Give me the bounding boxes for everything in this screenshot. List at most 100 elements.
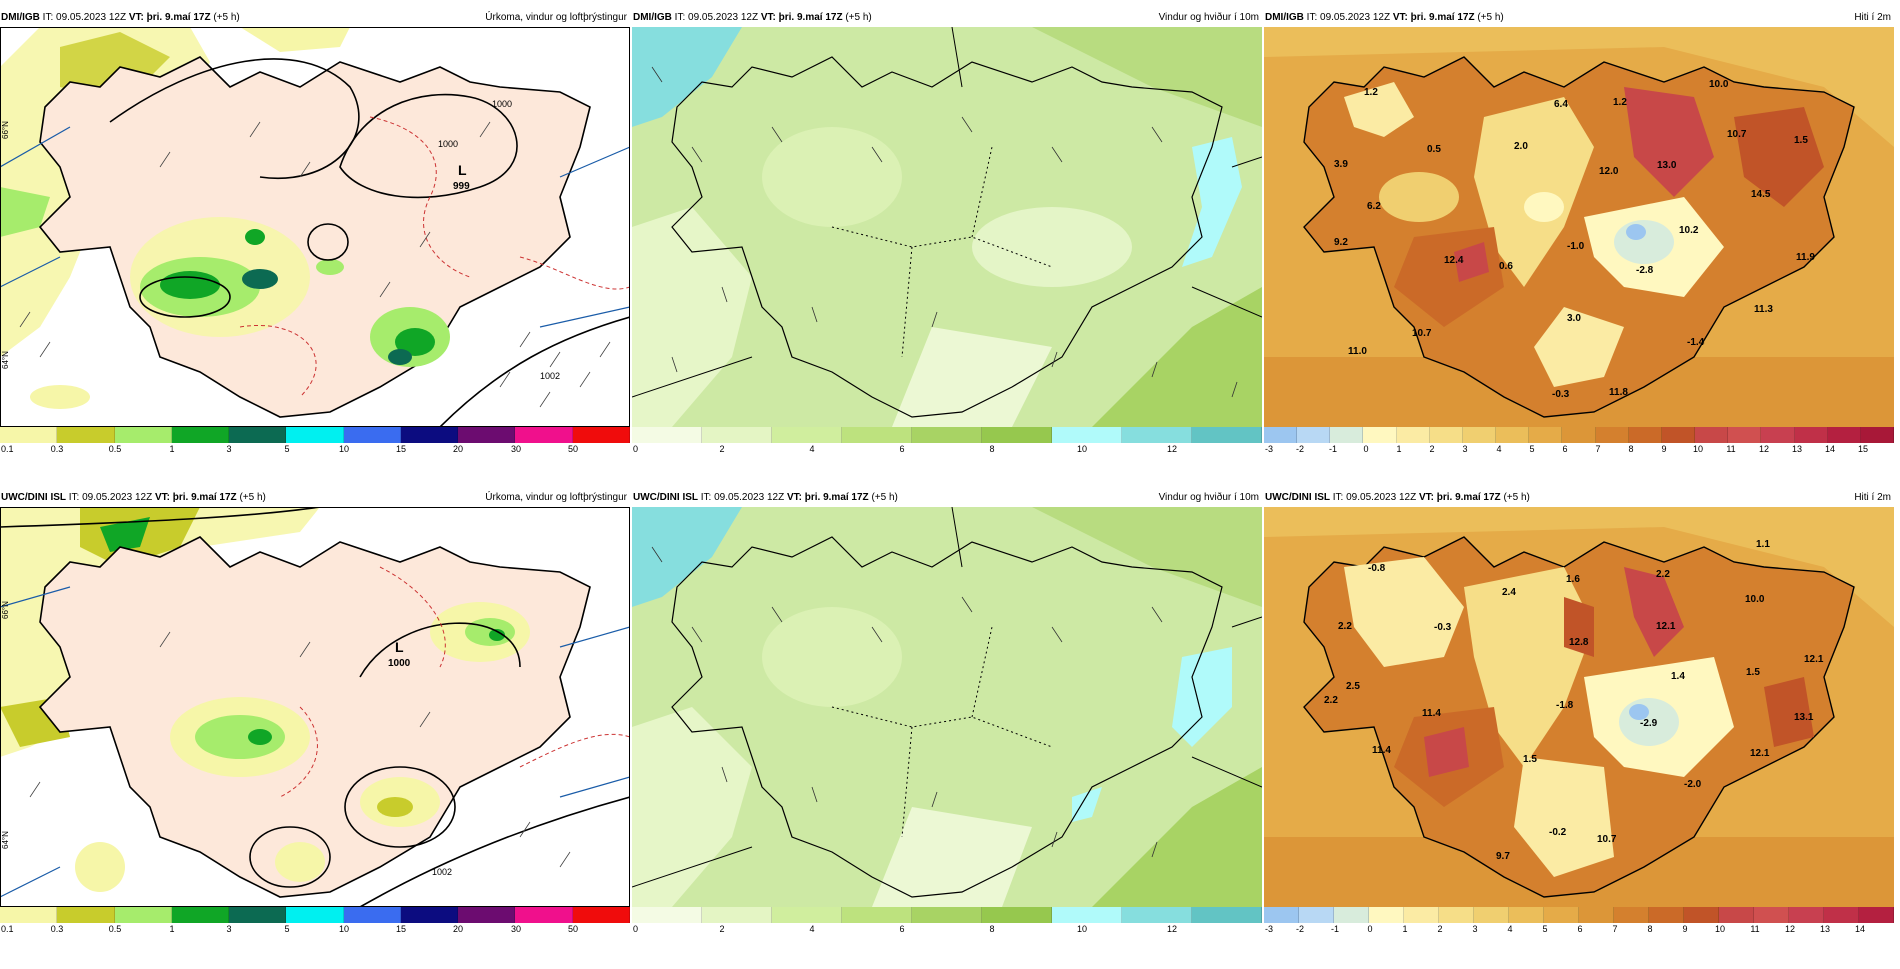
colorbar-swatch xyxy=(458,427,516,443)
model-source: DMI/IGB xyxy=(633,12,672,23)
colorbar-tick: 5 xyxy=(1542,924,1548,934)
temp-regions xyxy=(1344,557,1814,877)
temp-map-svg: 1.2 3.9 0.5 2.0 6.4 1.2 10.0 10.7 1.5 12… xyxy=(1264,27,1894,427)
colorbar-swatch xyxy=(400,907,459,923)
colorbar-swatch xyxy=(1789,907,1824,923)
colorbar-swatch xyxy=(1695,427,1729,443)
colorbar-swatch xyxy=(1860,427,1894,443)
colorbar-tick: 9 xyxy=(1661,444,1667,454)
colorbar-tick: 2 xyxy=(1437,924,1443,934)
colorbar-swatch xyxy=(515,907,573,923)
colorbar-tick: -2 xyxy=(1295,924,1305,934)
wind-barbs xyxy=(19,121,611,408)
isobar-label: 1000 xyxy=(438,139,458,149)
low-pressure-value: 999 xyxy=(453,181,470,192)
colorbar-swatch xyxy=(57,427,115,443)
colorbar-tick: 0.5 xyxy=(108,444,122,454)
temp-labels: 1.1 -0.8 2.4 1.6 2.2 10.0 2.2 -0.3 12.8 … xyxy=(1324,539,1824,862)
panel-dmi-precip: DMI/IGB IT: 09.05.2023 12Z VT: þri. 9.ma… xyxy=(0,9,630,489)
temp-map: 1.1 -0.8 2.4 1.6 2.2 10.0 2.2 -0.3 12.8 … xyxy=(1264,507,1894,907)
panel-header: UWC/DINI ISL IT: 09.05.2023 12Z VT: þri.… xyxy=(1264,489,1894,507)
temp-label: 0.6 xyxy=(1499,261,1513,272)
colorbar-swatch xyxy=(572,907,630,923)
panel-title: Hiti í 2m xyxy=(1854,492,1891,503)
colorbar-tick: 8 xyxy=(989,924,995,934)
colorbar-swatch xyxy=(171,427,230,443)
colorbar-tick: 6 xyxy=(1577,924,1583,934)
colorbar-swatch xyxy=(1754,907,1789,923)
colorbar-tick: 15 xyxy=(395,444,407,454)
wind-map-svg xyxy=(632,27,1262,427)
colorbar-tick: 0.3 xyxy=(50,924,64,934)
temp-label: 2.2 xyxy=(1324,695,1338,706)
temp-label: 12.8 xyxy=(1569,637,1589,648)
colorbar-swatch xyxy=(772,907,842,923)
wind-colorbar xyxy=(632,907,1262,923)
wind-colorbar-ticks: 0 2 4 6 8 10 12 xyxy=(632,923,1262,937)
wind-map xyxy=(632,507,1262,907)
colorbar-tick: 6 xyxy=(899,444,905,454)
colorbar-tick: 2 xyxy=(1429,444,1435,454)
colorbar-tick: 0.1 xyxy=(1,924,14,934)
colorbar-swatch xyxy=(1462,427,1497,443)
colorbar-tick: 4 xyxy=(809,444,815,454)
colorbar-tick: -1 xyxy=(1330,924,1340,934)
temp-label: 12.0 xyxy=(1599,166,1619,177)
temp-label: 9.7 xyxy=(1496,851,1510,862)
colorbar-tick: 1 xyxy=(169,444,175,454)
temp-labels: 1.2 3.9 0.5 2.0 6.4 1.2 10.0 10.7 1.5 12… xyxy=(1334,79,1815,400)
temp-label: -2.9 xyxy=(1640,718,1658,729)
valid-time: VT: þri. 9.maí 17Z xyxy=(128,12,211,23)
colorbar-swatch xyxy=(229,427,287,443)
wind-colorbar xyxy=(632,427,1262,443)
temp-label: 10.2 xyxy=(1679,225,1699,236)
temp-label: 2.2 xyxy=(1338,621,1352,632)
colorbar-swatch xyxy=(1496,427,1530,443)
panel-header: DMI/IGB IT: 09.05.2023 12Z VT: þri. 9.ma… xyxy=(0,9,630,27)
colorbar-tick: 9 xyxy=(1682,924,1688,934)
colorbar-swatch xyxy=(1122,907,1192,923)
temp-label: 13.0 xyxy=(1657,160,1677,171)
colorbar-tick: 15 xyxy=(395,924,407,934)
colorbar-tick: 10 xyxy=(1714,924,1726,934)
colorbar-tick: 0 xyxy=(1363,444,1369,454)
colorbar-tick: 50 xyxy=(567,924,579,934)
colorbar-swatch xyxy=(0,427,58,443)
colorbar-tick: 10 xyxy=(1076,444,1088,454)
colorbar-swatch xyxy=(114,907,172,923)
colorbar-swatch xyxy=(1474,907,1509,923)
colorbar-swatch xyxy=(1649,907,1684,923)
precip-map-svg: L 999 1000 1000 1002 66°N 64°N xyxy=(0,27,630,427)
temp-map: 1.2 3.9 0.5 2.0 6.4 1.2 10.0 10.7 1.5 12… xyxy=(1264,27,1894,427)
colorbar-swatch xyxy=(515,427,573,443)
colorbar-tick: 3 xyxy=(226,924,232,934)
colorbar-tick: 7 xyxy=(1612,924,1618,934)
colorbar-tick: 5 xyxy=(284,924,290,934)
panel-title: Úrkoma, vindur og loftþrýstingur xyxy=(485,492,627,503)
colorbar-tick: 4 xyxy=(1496,444,1502,454)
panel-dmi-wind: DMI/IGB IT: 09.05.2023 12Z VT: þri. 9.ma… xyxy=(632,9,1262,489)
temp-label: 1.5 xyxy=(1746,667,1760,678)
panel-title: Vindur og hviður í 10m xyxy=(1158,492,1259,503)
colorbar-swatch xyxy=(1122,427,1192,443)
temp-label: 11.0 xyxy=(1348,346,1367,357)
temp-label: 13.1 xyxy=(1794,712,1814,723)
colorbar-swatch xyxy=(1661,427,1696,443)
iceland-land xyxy=(1303,56,1855,418)
valid-time: VT: þri. 9.maí 17Z xyxy=(1418,492,1501,503)
dashed-isotherms xyxy=(239,116,630,398)
temp-label: 10.7 xyxy=(1597,834,1617,845)
temp-label: 2.2 xyxy=(1656,569,1670,580)
low-pressure-value: 1000 xyxy=(388,658,411,669)
panel-header: UWC/DINI ISL IT: 09.05.2023 12Z VT: þri.… xyxy=(632,489,1262,507)
colorbar-swatch xyxy=(1509,907,1544,923)
temp-label: 1.2 xyxy=(1364,87,1378,98)
colorbar-tick: 0.3 xyxy=(50,444,64,454)
precip-map-svg: L 1000 1002 66°N 64°N xyxy=(0,507,630,907)
colorbar-swatch xyxy=(1439,907,1474,923)
meridians xyxy=(0,126,630,328)
temp-label: -1.4 xyxy=(1687,337,1705,348)
colorbar-swatch xyxy=(1369,907,1404,923)
temp-label: 11.3 xyxy=(1754,304,1773,315)
meridians xyxy=(0,586,630,898)
